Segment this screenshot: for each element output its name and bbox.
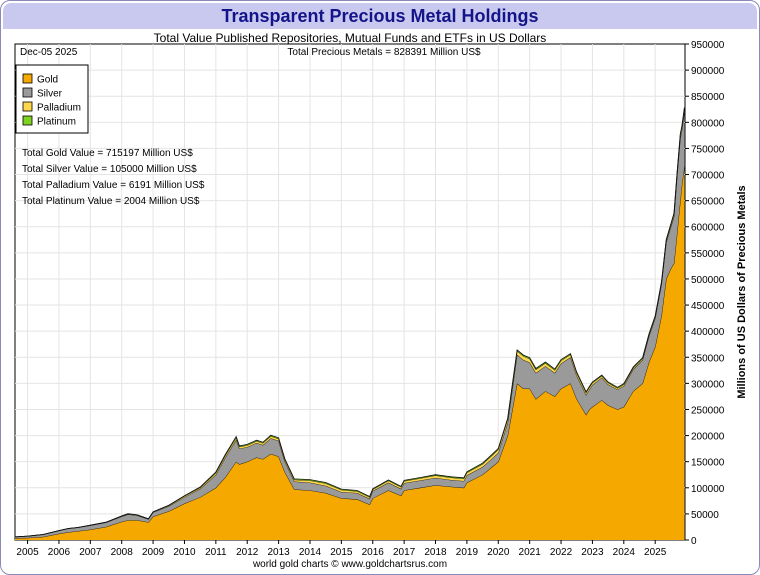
x-tick-label: 2023 <box>581 547 604 558</box>
x-tick-label: 2020 <box>487 547 510 558</box>
legend-label-palladium: Palladium <box>37 103 81 114</box>
total-label: Total Precious Metals = 828391 Million U… <box>287 47 481 58</box>
y-tick-label: 500000 <box>691 275 725 286</box>
area-gold <box>15 166 685 540</box>
y-tick-label: 350000 <box>691 353 725 364</box>
legend-swatch-gold <box>22 73 33 84</box>
x-tick-label: 2011 <box>205 547 227 558</box>
y-tick-label: 700000 <box>691 171 725 182</box>
y-tick-label: 850000 <box>691 92 725 103</box>
y-tick-label: 650000 <box>691 197 725 208</box>
x-tick-label: 2008 <box>111 547 134 558</box>
y-tick-label: 750000 <box>691 144 725 155</box>
y-tick-label: 450000 <box>691 301 725 312</box>
y-tick-label: 300000 <box>691 379 725 390</box>
x-tick-label: 2012 <box>236 547 259 558</box>
y-tick-label: 250000 <box>691 405 725 416</box>
x-tick-label: 2005 <box>16 547 39 558</box>
area-outline-platinum <box>14 107 685 538</box>
footer-credit: world gold charts © www.goldchartsrus.co… <box>252 559 447 570</box>
y-tick-label: 950000 <box>691 40 725 51</box>
y-tick-label: 600000 <box>691 223 725 234</box>
x-tick-label: 2015 <box>330 547 353 558</box>
legend-items: Gold Silver Palladium Platinum <box>22 73 81 128</box>
x-tick-label: 2006 <box>48 547 71 558</box>
value-label: Total Palladium Value = 6191 Million US$ <box>22 180 205 191</box>
value-label: Total Silver Value = 105000 Million US$ <box>22 164 197 175</box>
y-tick-label: 150000 <box>691 458 725 469</box>
legend-label-silver: Silver <box>37 89 63 100</box>
value-labels: Total Gold Value = 715197 Million US$ Tot… <box>22 148 205 207</box>
value-label: Total Gold Value = 715197 Million US$ <box>22 148 193 159</box>
x-tick-label: 2007 <box>79 547 102 558</box>
x-tick-label: 2021 <box>519 547 542 558</box>
y-tick-label: 800000 <box>691 118 725 129</box>
legend-swatch-silver <box>22 87 33 98</box>
value-label: Total Platinum Value = 2004 Million US$ <box>22 196 200 207</box>
y-tick-label: 900000 <box>691 66 725 77</box>
x-tick-label: 2022 <box>550 547 573 558</box>
x-tick-label: 2024 <box>613 547 636 558</box>
x-tick-label: 2009 <box>142 547 165 558</box>
y-tick-label: 100000 <box>691 484 725 495</box>
y-axis-label: Millions of US Dollars of Precious Metal… <box>736 185 748 398</box>
x-tick-label: 2010 <box>173 547 196 558</box>
y-tick-label: 400000 <box>691 327 725 338</box>
chart-subtitle: Total Value Published Repositories, Mutu… <box>154 31 547 45</box>
x-tick-label: 2025 <box>644 547 667 558</box>
date-label: Dec-05 2025 <box>20 47 78 58</box>
y-tick-label: 50000 <box>691 510 719 521</box>
x-tick-label: 2019 <box>456 547 479 558</box>
x-tick-label: 2013 <box>267 547 290 558</box>
x-tick-label: 2016 <box>362 547 385 558</box>
x-tick-label: 2017 <box>393 547 416 558</box>
x-tick-label: 2018 <box>424 547 447 558</box>
area-series <box>14 107 685 540</box>
chart-title: Transparent Precious Metal Holdings <box>221 6 539 26</box>
x-axis: 2005 2006 2007 2008 2009 2010 2011 2012 2013 2014… <box>16 540 667 558</box>
x-tick-label: 2014 <box>299 547 322 558</box>
plot-area <box>14 43 686 541</box>
title-bar: Transparent Precious Metal Holdings <box>3 3 757 29</box>
y-axis: 0 50000 100000 150000 200000 250000 300000 3500… <box>685 40 725 547</box>
y-tick-label: 200000 <box>691 432 725 443</box>
y-tick-label: 550000 <box>691 249 725 260</box>
legend-swatch-platinum <box>22 115 33 126</box>
legend: Gold Silver Palladium Platinum <box>15 64 89 134</box>
legend-swatch-palladium <box>22 101 33 112</box>
y-tick-label: 0 <box>691 536 697 547</box>
legend-label-gold: Gold <box>37 75 58 86</box>
legend-label-platinum: Platinum <box>37 117 76 128</box>
